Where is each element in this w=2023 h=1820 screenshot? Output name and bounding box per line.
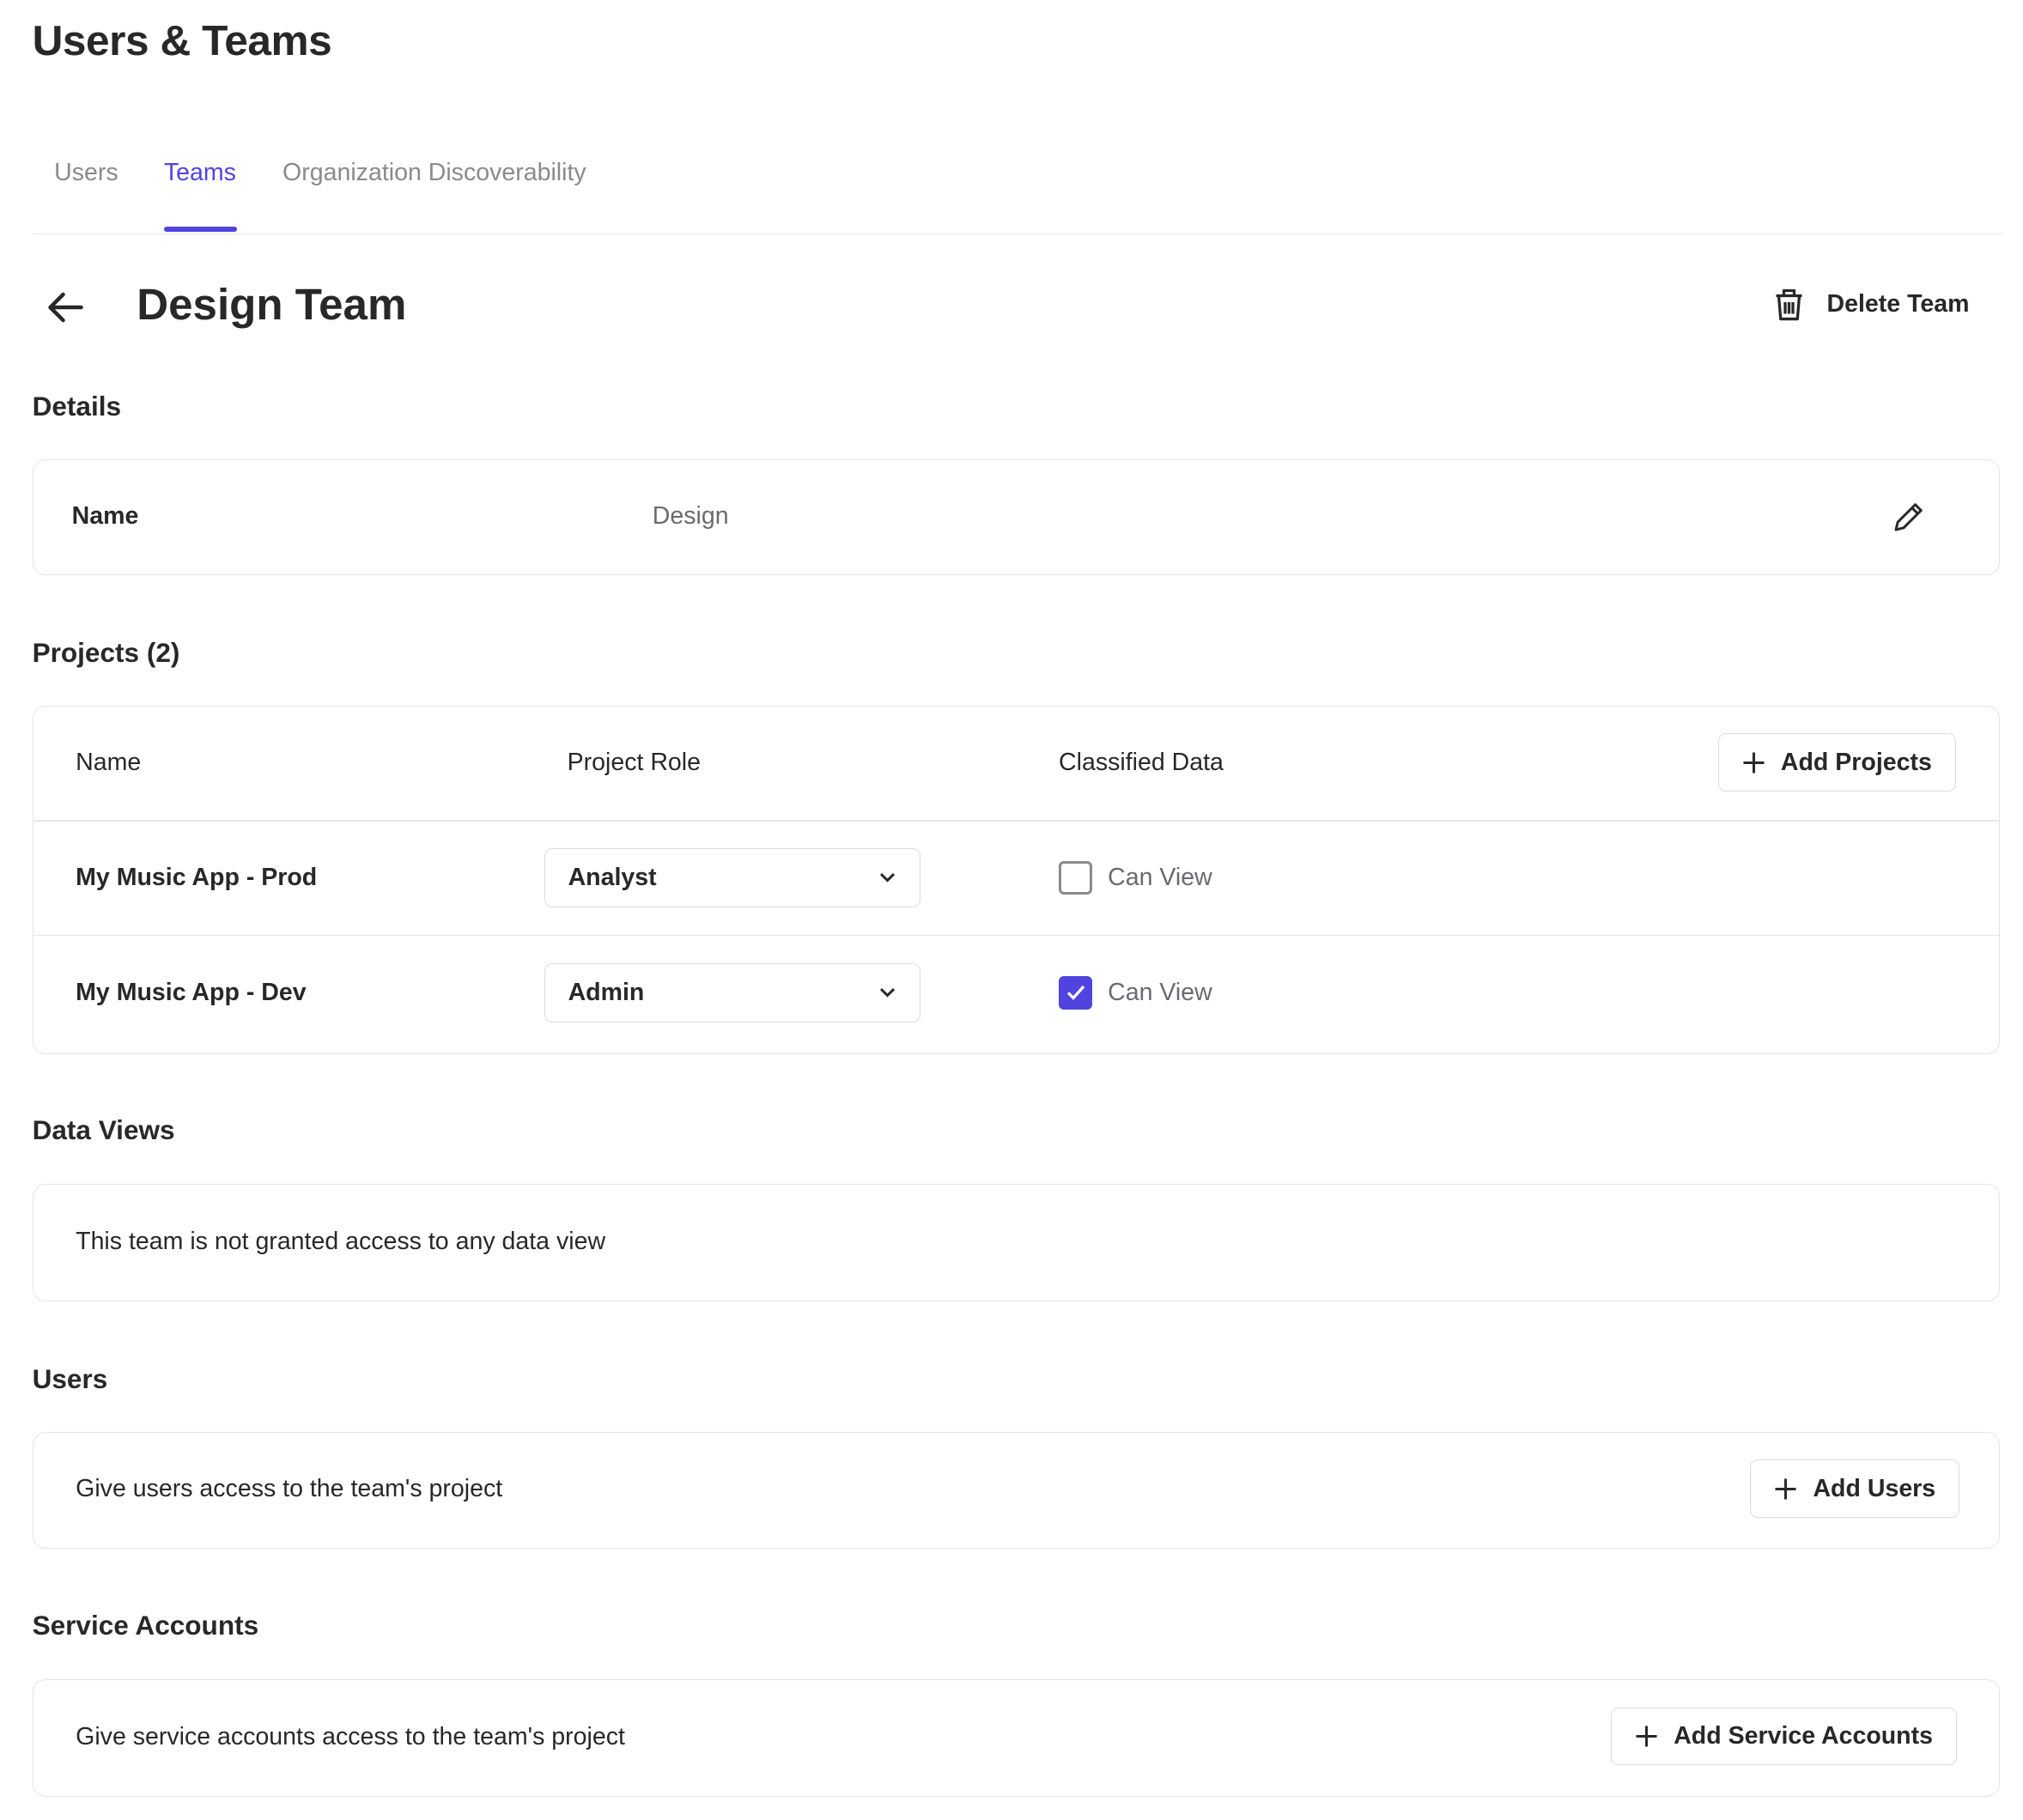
team-title: Design Team (137, 279, 407, 329)
tab-divider (32, 233, 2002, 235)
page-title: Users & Teams (32, 16, 332, 65)
service-accounts-heading: Service Accounts (32, 1610, 259, 1641)
projects-heading: Projects (2) (32, 637, 180, 669)
project-role-select[interactable]: Analyst (544, 848, 921, 908)
tab-users[interactable]: Users (54, 158, 118, 186)
add-service-accounts-button[interactable]: Add Service Accounts (1611, 1707, 1957, 1766)
arrow-left-icon (48, 292, 83, 322)
tab-organization-discoverability[interactable]: Organization Discoverability (282, 158, 586, 186)
project-role-value: Admin (568, 978, 645, 1006)
data-views-heading: Data Views (32, 1114, 175, 1146)
row-divider (33, 934, 1999, 937)
row-divider (33, 820, 1999, 822)
classified-can-view-checkbox[interactable]: Can View (1059, 975, 1212, 1010)
add-users-button[interactable]: Add Users (1750, 1459, 1960, 1518)
tab-teams[interactable]: Teams (163, 158, 236, 186)
delete-team-label: Delete Team (1826, 290, 1970, 318)
data-views-card: This team is not granted access to any d… (32, 1184, 2000, 1301)
project-name: My Music App - Dev (76, 978, 307, 1006)
service-accounts-text: Give service accounts access to the team… (76, 1722, 625, 1750)
chevron-down-icon (880, 987, 896, 998)
details-heading: Details (32, 391, 122, 422)
add-service-accounts-label: Add Service Accounts (1674, 1722, 1933, 1750)
pencil-icon (1894, 503, 1923, 531)
plus-icon (1775, 1478, 1796, 1500)
data-views-empty-text: This team is not granted access to any d… (76, 1227, 606, 1255)
service-accounts-card: Give service accounts access to the team… (32, 1679, 2000, 1797)
active-tab-indicator (163, 227, 238, 233)
can-view-label: Can View (1108, 864, 1212, 892)
classified-can-view-checkbox[interactable]: Can View (1059, 861, 1212, 895)
project-role-select[interactable]: Admin (544, 962, 921, 1022)
column-header-project-role: Project Role (567, 749, 701, 777)
name-label: Name (71, 502, 139, 531)
can-view-label: Can View (1108, 978, 1212, 1006)
users-text: Give users access to the team's project (76, 1475, 503, 1503)
users-card: Give users access to the team's project … (32, 1431, 2000, 1550)
edit-name-button[interactable] (1891, 499, 1927, 541)
chevron-down-icon (880, 873, 896, 883)
checkbox-unchecked[interactable] (1059, 861, 1093, 895)
checkbox-checked[interactable] (1059, 975, 1093, 1010)
add-projects-label: Add Projects (1780, 748, 1932, 776)
trash-icon (1776, 288, 1802, 320)
plus-icon (1743, 752, 1765, 774)
project-role-value: Analyst (568, 864, 657, 892)
plus-icon (1636, 1726, 1657, 1747)
project-name: My Music App - Prod (76, 864, 318, 892)
column-header-classified-data: Classified Data (1059, 749, 1224, 777)
details-card: Name Design (32, 458, 2000, 576)
name-value: Design (652, 502, 729, 531)
column-header-name: Name (76, 749, 142, 777)
users-heading: Users (32, 1363, 108, 1395)
check-icon (1066, 985, 1084, 1000)
delete-team-button[interactable]: Delete Team (1772, 287, 1970, 323)
add-projects-button[interactable]: Add Projects (1717, 733, 1956, 792)
back-button[interactable] (44, 287, 85, 328)
projects-table: Name Project Role Classified Data Add Pr… (32, 705, 2000, 1054)
add-users-label: Add Users (1813, 1474, 1936, 1502)
